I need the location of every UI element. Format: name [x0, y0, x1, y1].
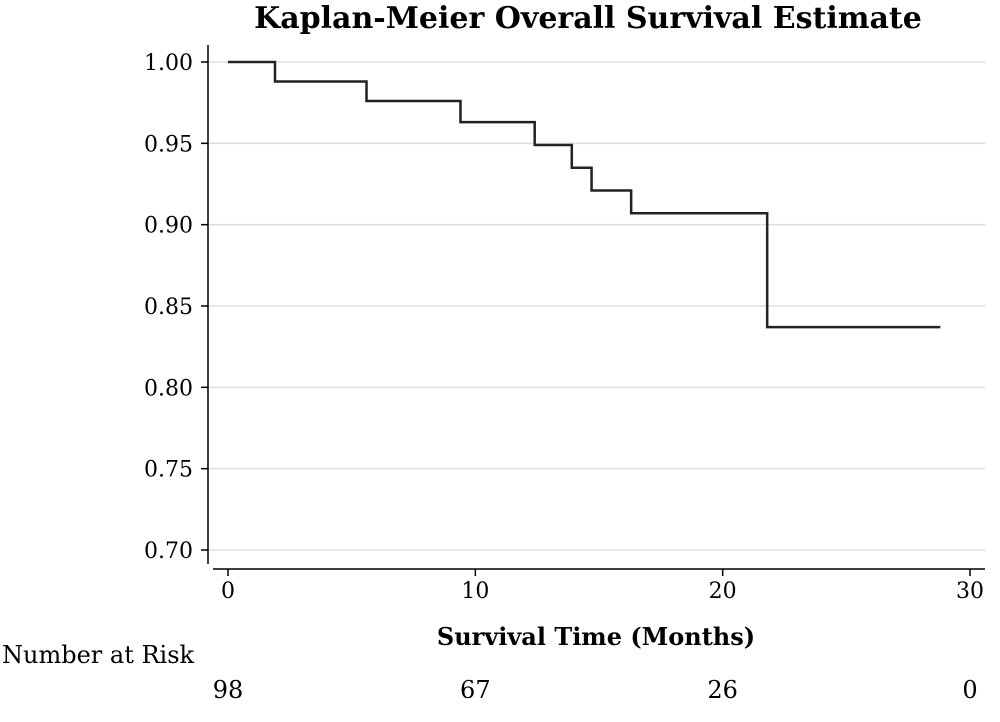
risk-count-1: 67	[460, 676, 491, 704]
y-tick-label-5: 0.75	[144, 458, 193, 483]
risk-count-0: 98	[213, 676, 244, 704]
chart-title: Kaplan-Meier Overall Survival Estimate	[254, 1, 922, 36]
grid-lines	[208, 61, 985, 551]
y-tick-label-3: 0.85	[144, 295, 193, 320]
risk-table-label: Number at Risk	[2, 641, 195, 669]
risk-count-2: 26	[707, 676, 738, 704]
y-tick-label-1: 0.95	[144, 132, 193, 157]
risk-table-counts: 98 67 26 0	[213, 676, 978, 704]
x-ticks: 0 10 20 30	[221, 569, 984, 604]
x-axis-label: Survival Time (Months)	[437, 622, 755, 651]
x-tick-label-1: 10	[461, 579, 489, 604]
survival-curve-0	[228, 60, 941, 329]
y-tick-label-2: 0.90	[144, 214, 193, 239]
risk-count-3: 0	[962, 676, 977, 704]
y-tick-label-6: 0.70	[144, 539, 193, 564]
x-tick-label-0: 0	[221, 579, 235, 604]
y-tick-label-4: 0.80	[144, 376, 193, 401]
x-tick-label-3: 30	[956, 579, 984, 604]
series-group	[228, 60, 941, 329]
axes	[207, 45, 985, 570]
y-tick-label-0: 1.00	[144, 51, 193, 76]
x-tick-label-2: 20	[709, 579, 737, 604]
y-ticks: 1.00 0.95 0.90 0.85 0.80 0.75 0.70	[144, 51, 208, 564]
